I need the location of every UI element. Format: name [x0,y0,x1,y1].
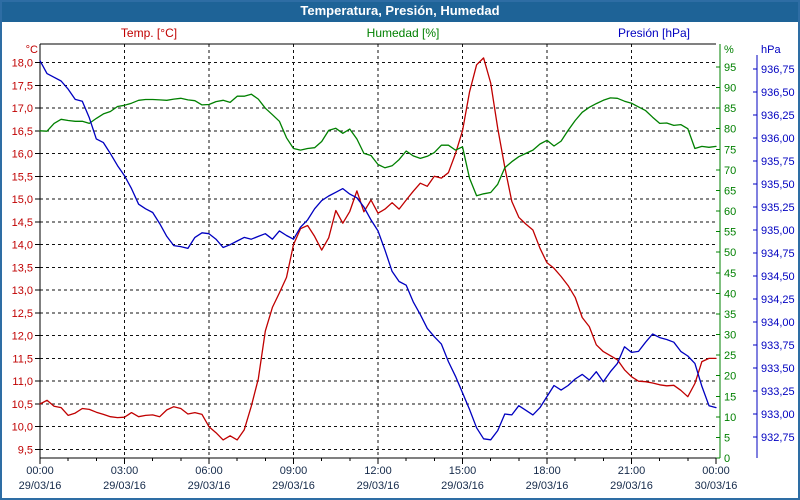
svg-text:60: 60 [724,206,736,218]
svg-text:30/03/16: 30/03/16 [695,480,738,492]
svg-text:00:00: 00:00 [26,465,54,477]
svg-text:29/03/16: 29/03/16 [188,480,231,492]
svg-text:15: 15 [724,391,736,403]
svg-text:95: 95 [724,62,736,74]
svg-text:15,5: 15,5 [12,171,33,183]
svg-text:11,0: 11,0 [12,376,33,388]
svg-text:85: 85 [724,103,736,115]
svg-text:21:00: 21:00 [618,465,646,477]
svg-text:10,0: 10,0 [12,422,33,434]
svg-text:25: 25 [724,350,736,362]
svg-text:18:00: 18:00 [533,465,561,477]
legend-humidity-label: Humedad [%] [366,26,440,40]
svg-text:14,0: 14,0 [12,240,33,252]
svg-text:934,25: 934,25 [761,294,795,306]
svg-text:17,0: 17,0 [12,103,33,115]
svg-text:933,25: 933,25 [761,386,795,398]
window-title: Temperatura, Presión, Humedad [300,3,500,18]
svg-text:13,5: 13,5 [12,262,33,274]
svg-text:00:00: 00:00 [702,465,730,477]
svg-text:%: % [724,44,734,56]
svg-text:°C: °C [26,44,38,56]
svg-text:15:00: 15:00 [449,465,477,477]
legend-pressure-label: Presión [hPa] [617,26,691,40]
svg-text:75: 75 [724,144,736,156]
svg-text:935,25: 935,25 [761,202,795,214]
svg-text:09:00: 09:00 [280,465,308,477]
svg-text:936,00: 936,00 [761,133,795,145]
svg-text:35: 35 [724,309,736,321]
svg-text:11,5: 11,5 [12,353,33,365]
svg-text:55: 55 [724,227,736,239]
svg-text:12,0: 12,0 [12,331,33,343]
svg-text:29/03/16: 29/03/16 [441,480,484,492]
window-titlebar: Temperatura, Presión, Humedad [0,0,800,22]
svg-text:934,00: 934,00 [761,317,795,329]
svg-text:50: 50 [724,247,736,259]
svg-text:18,0: 18,0 [12,58,33,70]
svg-text:15,0: 15,0 [12,194,33,206]
svg-text:5: 5 [724,432,730,444]
svg-text:13,0: 13,0 [12,285,33,297]
svg-text:29/03/16: 29/03/16 [610,480,653,492]
svg-text:hPa: hPa [761,44,781,56]
svg-text:03:00: 03:00 [111,465,139,477]
svg-text:934,75: 934,75 [761,248,795,260]
svg-text:933,50: 933,50 [761,363,795,375]
svg-text:935,00: 935,00 [761,225,795,237]
svg-text:30: 30 [724,330,736,342]
svg-text:12,5: 12,5 [12,308,33,320]
svg-text:16,5: 16,5 [12,126,33,138]
svg-text:29/03/16: 29/03/16 [357,480,400,492]
legend-temperature-label: Temp. [°C] [120,26,178,40]
svg-text:932,75: 932,75 [761,432,795,444]
svg-text:12:00: 12:00 [364,465,392,477]
svg-text:9,5: 9,5 [18,445,33,457]
svg-text:29/03/16: 29/03/16 [103,480,146,492]
svg-text:0: 0 [724,453,730,465]
svg-text:936,50: 936,50 [761,87,795,99]
svg-text:933,75: 933,75 [761,340,795,352]
svg-text:14,5: 14,5 [12,217,33,229]
svg-text:45: 45 [724,268,736,280]
chart-legend: Temp. [°C] Humedad [%] Presión [hPa] [0,26,800,42]
svg-text:29/03/16: 29/03/16 [272,480,315,492]
svg-text:934,50: 934,50 [761,271,795,283]
svg-text:29/03/16: 29/03/16 [526,480,569,492]
svg-text:16,0: 16,0 [12,149,33,161]
svg-text:20: 20 [724,371,736,383]
svg-text:70: 70 [724,165,736,177]
svg-text:17,5: 17,5 [12,80,33,92]
svg-text:10: 10 [724,412,736,424]
svg-text:936,25: 936,25 [761,110,795,122]
svg-text:90: 90 [724,83,736,95]
svg-text:29/03/16: 29/03/16 [19,480,62,492]
svg-text:933,00: 933,00 [761,409,795,421]
svg-text:936,75: 936,75 [761,64,795,76]
svg-text:40: 40 [724,288,736,300]
svg-text:935,75: 935,75 [761,156,795,168]
svg-text:935,50: 935,50 [761,179,795,191]
svg-text:80: 80 [724,124,736,136]
svg-text:06:00: 06:00 [195,465,223,477]
svg-text:10,5: 10,5 [12,399,33,411]
svg-text:65: 65 [724,185,736,197]
